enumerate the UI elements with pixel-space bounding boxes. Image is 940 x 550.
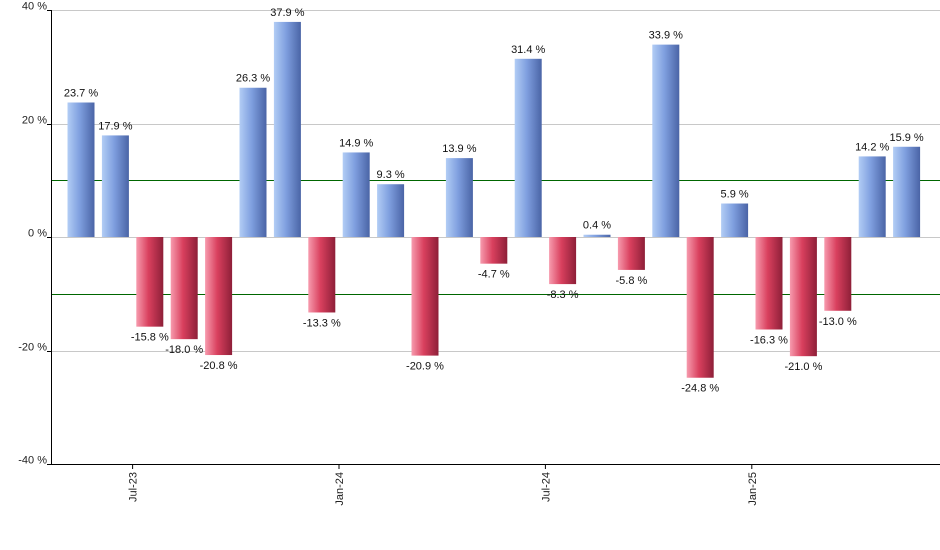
bar	[755, 237, 783, 330]
data-label: -20.8 %	[200, 360, 238, 372]
bar	[583, 234, 611, 237]
bar	[445, 158, 473, 237]
y-tick-label: -20 %	[18, 342, 47, 354]
bar	[686, 237, 714, 378]
data-label: -13.0 %	[819, 316, 857, 328]
y-axis-tick-labels: -40 % -20 % 0 % 20 % 40 %	[18, 1, 47, 467]
data-label: -24.8 %	[681, 383, 719, 395]
data-label: -4.7 %	[478, 269, 510, 281]
bar	[205, 237, 233, 356]
bar	[652, 44, 680, 238]
data-label: -16.3 %	[750, 335, 788, 347]
bars	[67, 21, 921, 378]
data-label: 13.9 %	[442, 143, 476, 155]
y-tick-label: 20 %	[22, 115, 47, 127]
data-label: 33.9 %	[649, 30, 683, 42]
bar	[824, 237, 852, 311]
data-label: 26.3 %	[236, 73, 270, 85]
data-label: 0.4 %	[583, 220, 611, 232]
y-tick-label: -40 %	[18, 455, 47, 467]
bar	[789, 237, 817, 357]
bar	[549, 237, 577, 285]
bar	[411, 237, 439, 356]
axes	[47, 10, 940, 469]
bar	[893, 146, 921, 237]
data-label: 23.7 %	[64, 88, 98, 100]
x-tick-label: Jan-24	[334, 472, 346, 506]
bar	[170, 237, 198, 340]
y-tick-label: 40 %	[22, 1, 47, 13]
x-tick-label: Jan-25	[747, 472, 759, 506]
bar	[617, 237, 645, 270]
data-label: -18.0 %	[165, 344, 203, 356]
data-label: 31.4 %	[511, 44, 545, 56]
bar	[308, 237, 336, 313]
data-label: -5.8 %	[616, 275, 648, 287]
x-axis-tick-labels: Jul-23 Jan-24 Jul-24 Jan-25	[128, 472, 759, 506]
data-label: 5.9 %	[721, 189, 749, 201]
data-label: 15.9 %	[889, 132, 923, 144]
x-tick-label: Jul-24	[540, 472, 552, 502]
data-label: -13.3 %	[303, 317, 341, 329]
bar	[858, 156, 886, 237]
data-label: 14.9 %	[339, 137, 373, 149]
bar	[514, 58, 542, 238]
bar	[480, 237, 508, 264]
bar	[721, 203, 749, 237]
bar	[136, 237, 164, 327]
data-label: -8.3 %	[547, 289, 579, 301]
bar	[273, 21, 301, 238]
bar	[377, 184, 405, 237]
data-label: -20.9 %	[406, 361, 444, 373]
data-label: 14.2 %	[855, 141, 889, 153]
data-label: 17.9 %	[98, 120, 132, 132]
y-tick-label: 0 %	[28, 228, 47, 240]
data-labels: 23.7 % 17.9 % -15.8 %-18.0 % -20.8 % 26.3 % 3…	[64, 7, 924, 395]
x-tick-label: Jul-23	[128, 472, 140, 502]
bar	[101, 135, 129, 237]
data-label: -21.0 %	[784, 361, 822, 373]
bar	[342, 152, 370, 237]
data-label: 9.3 %	[377, 169, 405, 181]
data-label: 37.9 %	[270, 7, 304, 19]
bar	[239, 87, 267, 237]
bar	[67, 102, 95, 237]
data-label: -15.8 %	[131, 332, 169, 344]
